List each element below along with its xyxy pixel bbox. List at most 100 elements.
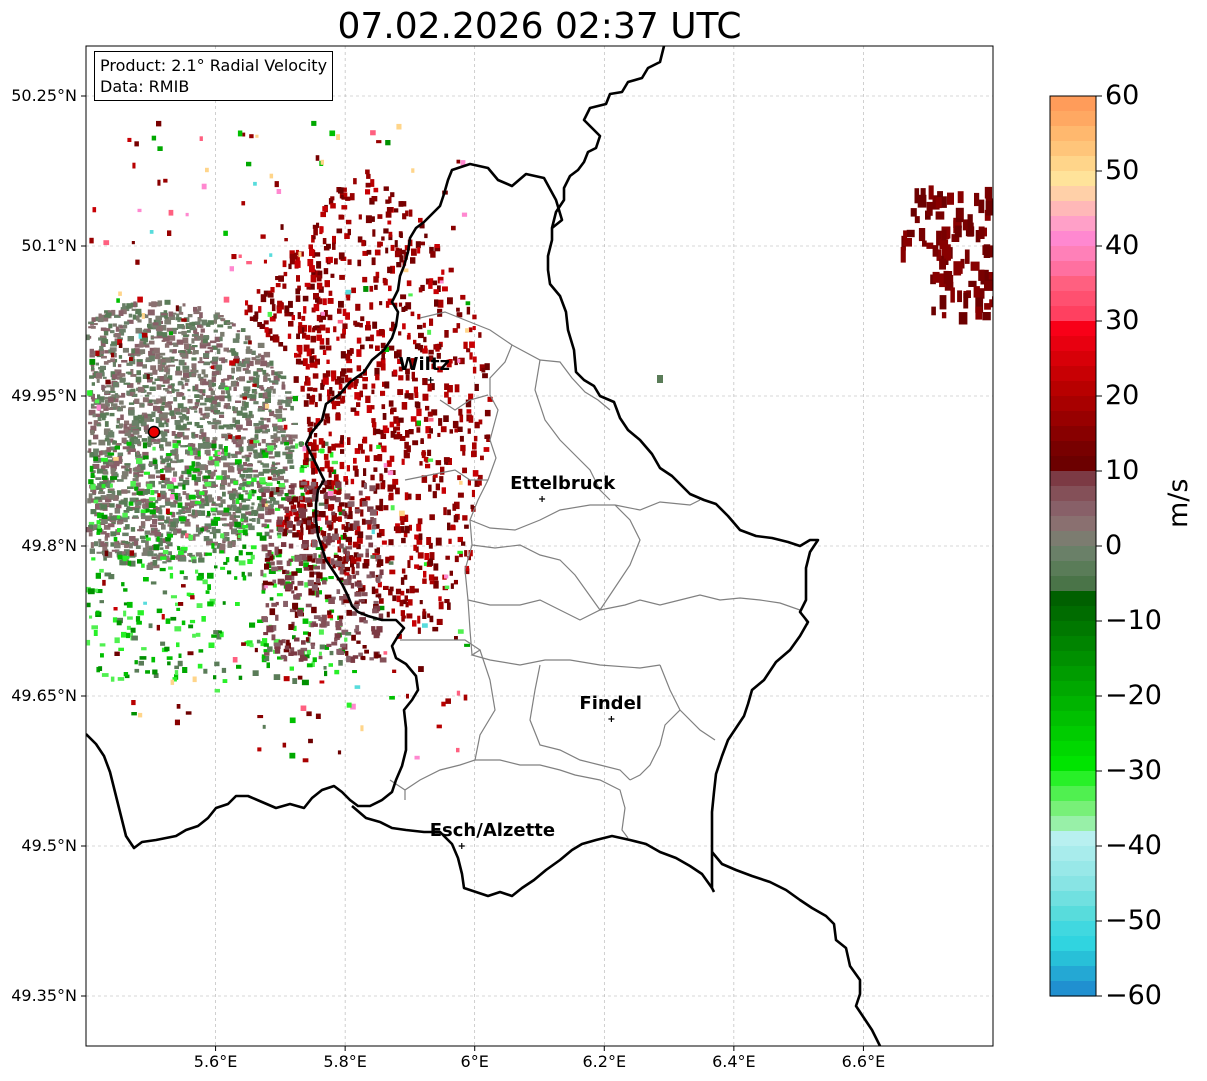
echo-pixel	[116, 490, 122, 496]
echo-pixel	[440, 426, 447, 433]
echo-pixel	[319, 324, 326, 331]
echo-pixel	[382, 413, 387, 420]
echo-pixel	[338, 252, 345, 260]
echo-pixel	[156, 334, 164, 339]
colorbar-segment	[1050, 336, 1096, 352]
echo-pixel	[416, 420, 421, 426]
echo-pixel	[328, 431, 332, 437]
echo-pixel	[104, 536, 108, 541]
echo-pixel	[182, 484, 186, 490]
echo-pixel	[400, 590, 405, 596]
echo-pixel	[400, 577, 405, 585]
echo-pixel	[313, 303, 320, 312]
echo-pixel	[973, 286, 980, 298]
echo-pixel	[99, 450, 103, 456]
echo-pixel	[219, 336, 223, 342]
echo-pixel	[386, 460, 392, 467]
echo-pixel	[261, 523, 267, 528]
echo-pixel	[131, 241, 135, 245]
echo-pixel	[287, 489, 295, 495]
echo-pixel	[234, 521, 241, 528]
echo-pixel	[456, 747, 460, 753]
echo-pixel	[302, 324, 308, 332]
echo-pixel	[177, 403, 184, 409]
echo-pixel	[374, 428, 381, 435]
echo-pixel	[165, 402, 172, 408]
echo-pixel	[116, 419, 120, 424]
echo-pixel	[357, 394, 361, 401]
echo-pixel	[199, 417, 205, 420]
echo-pixel	[169, 467, 175, 471]
echo-pixel	[267, 445, 274, 452]
lon-tick-label: 5.6°E	[193, 1052, 238, 1071]
echo-pixel	[214, 661, 220, 667]
echo-pixel	[242, 490, 248, 493]
colorbar-tick-label: 20	[1105, 380, 1140, 411]
echo-pixel	[281, 417, 286, 422]
echo-pixel	[151, 438, 157, 442]
echo-pixel	[194, 403, 200, 407]
echo-pixel	[303, 400, 309, 407]
echo-pixel	[212, 383, 216, 387]
echo-pixel	[268, 409, 272, 413]
echo-pixel	[172, 359, 179, 362]
echo-pixel	[254, 435, 259, 440]
echo-pixel	[86, 639, 91, 646]
echo-pixel	[350, 656, 356, 663]
product-label: Product: 2.1° Radial Velocity	[100, 56, 328, 75]
echo-pixel	[208, 456, 213, 461]
echo-pixel	[448, 538, 452, 544]
echo-pixel	[178, 380, 182, 385]
echo-pixel	[155, 353, 161, 360]
echo-pixel	[906, 229, 915, 238]
echo-pixel	[278, 469, 286, 474]
echo-pixel	[369, 509, 377, 516]
echo-pixel	[278, 504, 284, 509]
echo-pixel	[355, 554, 362, 562]
echo-pixel	[383, 585, 389, 590]
echo-pixel	[481, 367, 486, 373]
echo-pixel	[105, 412, 109, 416]
echo-pixel	[180, 521, 185, 524]
echo-pixel	[116, 520, 123, 525]
echo-pixel	[295, 358, 302, 365]
echo-pixel	[211, 365, 215, 369]
echo-pixel	[172, 677, 177, 682]
echo-pixel	[219, 414, 225, 418]
echo-pixel	[171, 512, 176, 518]
echo-pixel	[260, 294, 267, 303]
echo-pixel	[238, 550, 243, 556]
echo-pixel	[117, 364, 122, 368]
echo-pixel	[289, 498, 294, 505]
echo-pixel	[277, 534, 282, 539]
echo-pixel	[276, 560, 283, 565]
echo-pixel	[206, 510, 210, 517]
echo-pixel	[935, 211, 945, 220]
echo-pixel	[278, 275, 284, 282]
echo-pixel	[248, 360, 254, 367]
echo-pixel	[345, 289, 352, 295]
echo-pixel	[155, 315, 162, 321]
echo-pixel	[210, 473, 214, 480]
echo-pixel	[434, 299, 439, 307]
echo-pixel	[159, 533, 164, 538]
echo-pixel	[97, 512, 104, 519]
echo-pixel	[340, 333, 346, 339]
echo-pixel	[269, 491, 274, 497]
echo-pixel	[276, 189, 282, 194]
echo-pixel	[191, 447, 197, 452]
echo-pixel	[281, 384, 286, 390]
echo-pixel	[371, 196, 378, 202]
echo-pixel	[442, 286, 448, 292]
echo-pixel	[212, 547, 217, 554]
echo-pixel	[110, 371, 117, 378]
echo-pixel	[246, 640, 253, 647]
echo-pixel	[242, 481, 249, 487]
echo-pixel	[137, 435, 142, 438]
echo-pixel	[147, 436, 155, 443]
echo-pixel	[400, 518, 405, 525]
echo-pixel	[284, 238, 288, 242]
echo-pixel	[450, 524, 456, 531]
echo-pixel	[168, 311, 174, 317]
echo-pixel	[107, 407, 114, 410]
